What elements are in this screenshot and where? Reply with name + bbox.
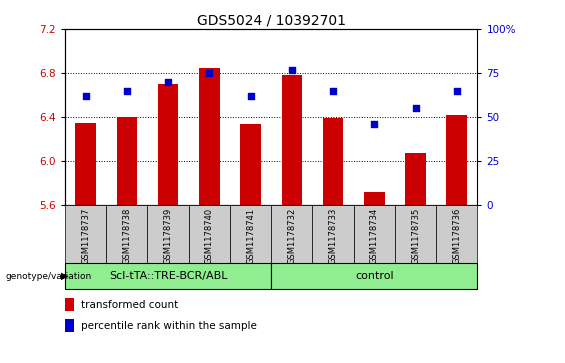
Bar bbox=[281, 75, 302, 205]
Bar bbox=[405, 154, 426, 205]
Point bbox=[370, 121, 379, 127]
Text: percentile rank within the sample: percentile rank within the sample bbox=[81, 321, 257, 331]
Text: GSM1178736: GSM1178736 bbox=[453, 208, 461, 264]
Text: GSM1178734: GSM1178734 bbox=[370, 208, 379, 264]
Bar bbox=[271, 205, 312, 263]
Point bbox=[246, 93, 255, 99]
Bar bbox=[65, 205, 106, 263]
Text: GSM1178741: GSM1178741 bbox=[246, 208, 255, 264]
Point bbox=[288, 67, 297, 73]
Point bbox=[123, 88, 132, 94]
Text: genotype/variation: genotype/variation bbox=[6, 272, 92, 281]
Bar bbox=[75, 123, 96, 205]
Bar bbox=[158, 84, 179, 205]
Text: GSM1178732: GSM1178732 bbox=[288, 208, 296, 264]
Point bbox=[411, 105, 420, 111]
Bar bbox=[189, 205, 230, 263]
Bar bbox=[240, 124, 261, 205]
Text: GSM1178739: GSM1178739 bbox=[164, 208, 172, 264]
Bar bbox=[65, 298, 74, 311]
Bar bbox=[199, 68, 220, 205]
Text: GSM1178738: GSM1178738 bbox=[123, 208, 131, 264]
Bar bbox=[230, 205, 271, 263]
Text: transformed count: transformed count bbox=[81, 300, 178, 310]
Point bbox=[164, 79, 173, 85]
Bar bbox=[446, 115, 467, 205]
Bar bbox=[116, 117, 137, 205]
Text: GSM1178737: GSM1178737 bbox=[81, 208, 90, 264]
Text: GSM1178735: GSM1178735 bbox=[411, 208, 420, 264]
Text: control: control bbox=[355, 271, 394, 281]
Point bbox=[205, 70, 214, 76]
Bar bbox=[364, 192, 385, 205]
Point bbox=[329, 88, 338, 94]
Bar bbox=[323, 118, 344, 205]
Bar bbox=[147, 205, 189, 263]
Bar bbox=[354, 205, 395, 263]
Bar bbox=[312, 205, 354, 263]
Bar bbox=[436, 205, 477, 263]
Point bbox=[453, 88, 462, 94]
Text: ▶: ▶ bbox=[61, 271, 68, 281]
Bar bbox=[65, 263, 271, 289]
Title: GDS5024 / 10392701: GDS5024 / 10392701 bbox=[197, 14, 346, 28]
Bar bbox=[271, 263, 477, 289]
Text: Scl-tTA::TRE-BCR/ABL: Scl-tTA::TRE-BCR/ABL bbox=[109, 271, 227, 281]
Bar bbox=[65, 319, 74, 332]
Text: GSM1178740: GSM1178740 bbox=[205, 208, 214, 264]
Bar bbox=[106, 205, 147, 263]
Point bbox=[81, 93, 90, 99]
Text: GSM1178733: GSM1178733 bbox=[329, 208, 337, 264]
Bar bbox=[395, 205, 436, 263]
